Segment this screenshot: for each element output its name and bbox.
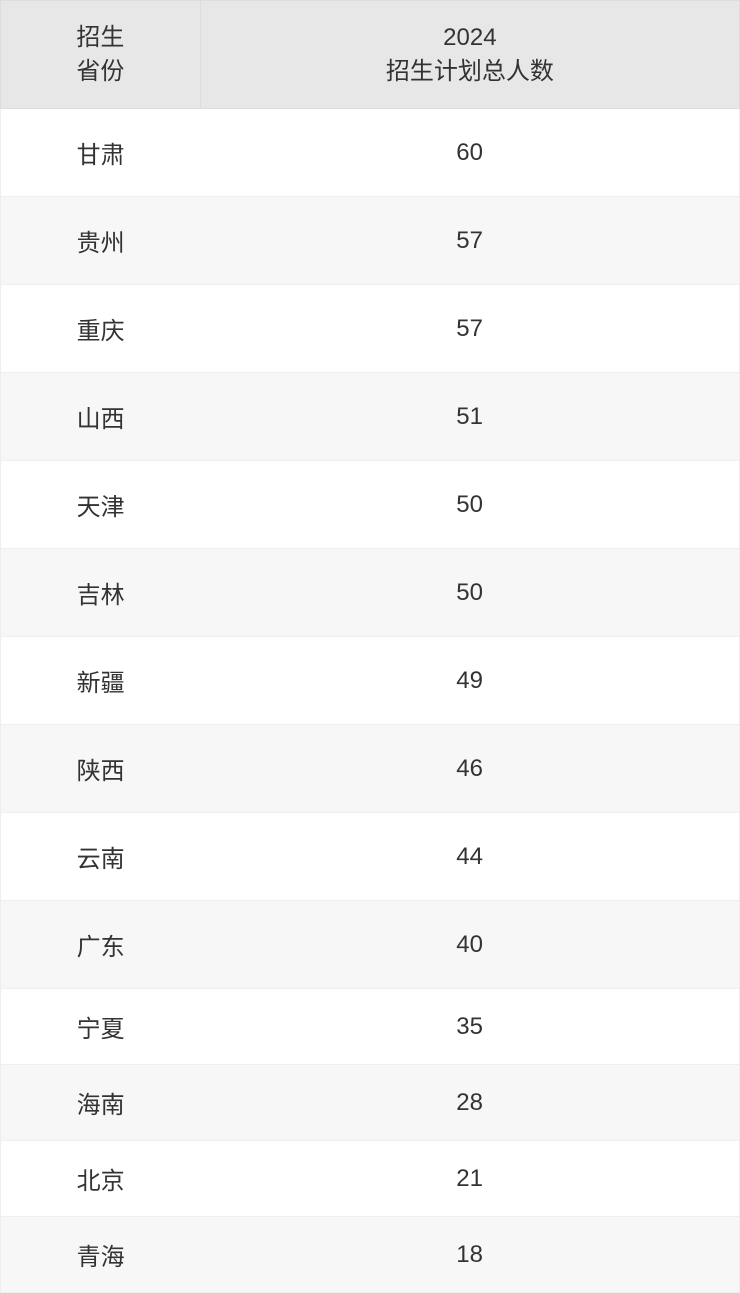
table-row: 宁夏 35 [1,989,740,1065]
province-cell: 山西 [1,373,201,461]
table-row: 重庆 57 [1,285,740,373]
column-header-count: 2024 招生计划总人数 [200,1,739,109]
count-cell: 57 [200,285,739,373]
table-row: 新疆 49 [1,637,740,725]
count-cell: 49 [200,637,739,725]
count-cell: 35 [200,989,739,1065]
column-header-province: 招生 省份 [1,1,201,109]
province-cell: 新疆 [1,637,201,725]
table-row: 北京 21 [1,1141,740,1217]
province-cell: 重庆 [1,285,201,373]
province-cell: 吉林 [1,549,201,637]
province-cell: 陕西 [1,725,201,813]
province-cell: 贵州 [1,197,201,285]
province-cell: 海南 [1,1065,201,1141]
count-cell: 21 [200,1141,739,1217]
header-line2: 招生计划总人数 [386,58,554,85]
table-row: 吉林 50 [1,549,740,637]
table-row: 甘肃 60 [1,109,740,197]
table-row: 云南 44 [1,813,740,901]
count-cell: 28 [200,1065,739,1141]
province-cell: 宁夏 [1,989,201,1065]
province-cell: 广东 [1,901,201,989]
table-row: 贵州 57 [1,197,740,285]
table-header: 招生 省份 2024 招生计划总人数 [1,1,740,109]
count-cell: 51 [200,373,739,461]
table-row: 广东 40 [1,901,740,989]
count-cell: 60 [200,109,739,197]
table-row: 陕西 46 [1,725,740,813]
province-cell: 天津 [1,461,201,549]
count-cell: 18 [200,1217,739,1293]
table-body: 甘肃 60 贵州 57 重庆 57 山西 51 天津 50 吉林 50 新疆 4… [1,109,740,1293]
table-row: 青海 18 [1,1217,740,1293]
count-cell: 40 [200,901,739,989]
province-cell: 云南 [1,813,201,901]
province-cell: 甘肃 [1,109,201,197]
count-cell: 46 [200,725,739,813]
enrollment-table: 招生 省份 2024 招生计划总人数 甘肃 60 贵州 57 重庆 57 山西 … [0,0,740,1293]
header-line1: 2024 [443,24,496,51]
count-cell: 57 [200,197,739,285]
province-cell: 北京 [1,1141,201,1217]
table-row: 山西 51 [1,373,740,461]
header-line2: 省份 [76,58,124,85]
count-cell: 50 [200,549,739,637]
header-line1: 招生 [76,24,124,51]
table-row: 海南 28 [1,1065,740,1141]
table-row: 天津 50 [1,461,740,549]
province-cell: 青海 [1,1217,201,1293]
count-cell: 44 [200,813,739,901]
count-cell: 50 [200,461,739,549]
